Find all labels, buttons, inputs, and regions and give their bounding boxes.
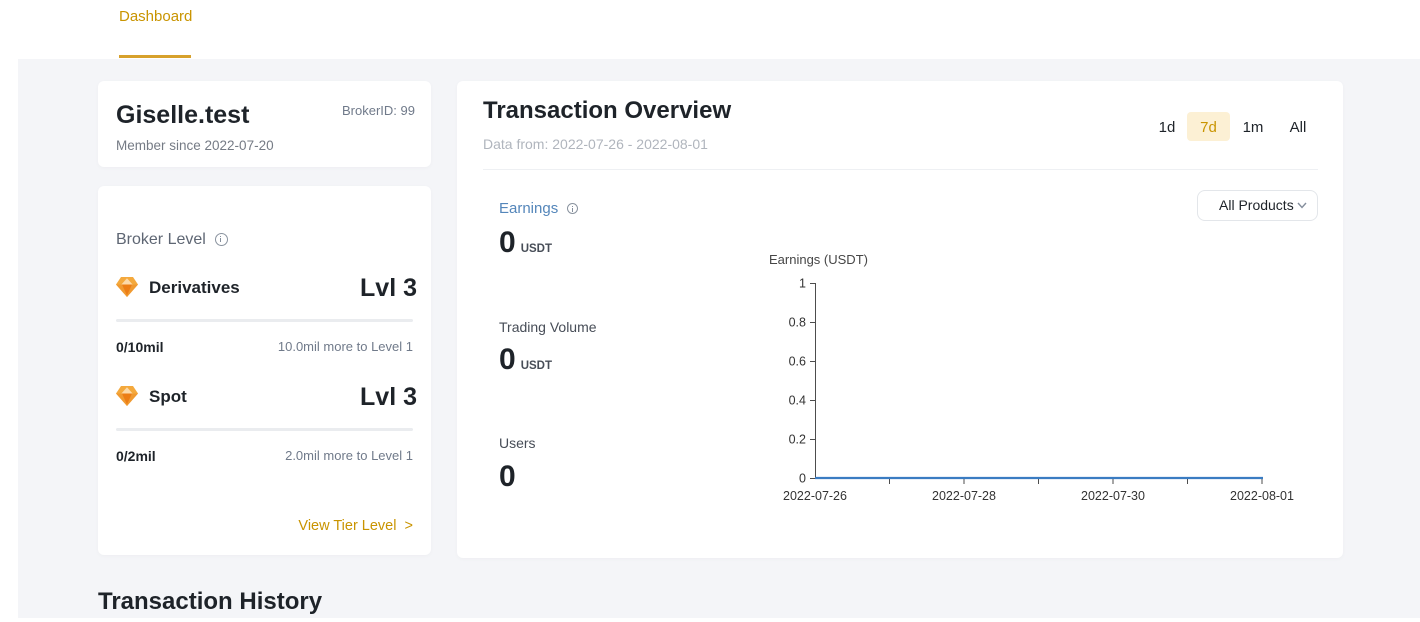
- svg-text:2022-07-26: 2022-07-26: [783, 489, 847, 503]
- svg-text:1: 1: [799, 277, 806, 291]
- svg-text:0.6: 0.6: [789, 355, 806, 369]
- svg-text:0.8: 0.8: [789, 316, 806, 330]
- svg-text:2022-07-30: 2022-07-30: [1081, 489, 1145, 503]
- svg-text:0.4: 0.4: [789, 394, 806, 408]
- svg-text:0: 0: [799, 472, 806, 486]
- svg-text:2022-07-28: 2022-07-28: [932, 489, 996, 503]
- svg-text:0.2: 0.2: [789, 433, 806, 447]
- svg-text:2022-08-01: 2022-08-01: [1230, 489, 1294, 503]
